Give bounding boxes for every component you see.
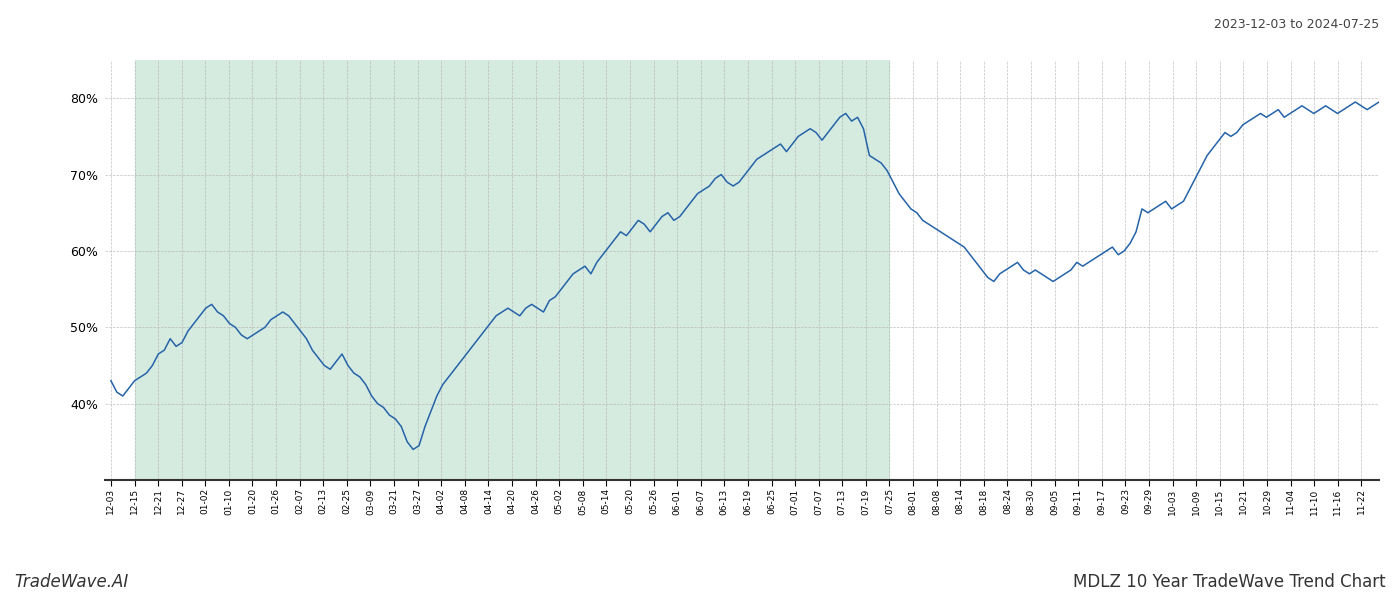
Text: 2023-12-03 to 2024-07-25: 2023-12-03 to 2024-07-25	[1214, 18, 1379, 31]
Bar	[134, 60, 889, 480]
Text: TradeWave.AI: TradeWave.AI	[14, 573, 129, 591]
Text: MDLZ 10 Year TradeWave Trend Chart: MDLZ 10 Year TradeWave Trend Chart	[1074, 573, 1386, 591]
